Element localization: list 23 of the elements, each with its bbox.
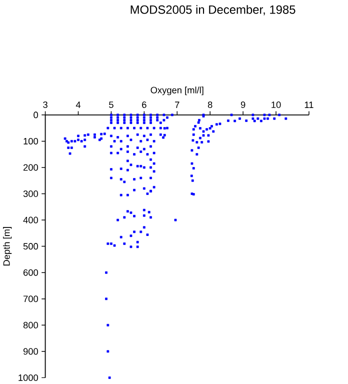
y-tick-label: 700 [23, 296, 38, 302]
x-axis-title: Oxygen [ml/l] [150, 86, 204, 96]
chart-title: MODS2005 in December, 1985 [130, 5, 296, 16]
y-tick-label: 400 [23, 216, 38, 224]
y-tick-label: 500 [23, 243, 38, 250]
x-tick-label: 6 [142, 101, 146, 108]
x-tick-label: 8 [208, 101, 212, 108]
x-tick-label: 11 [304, 102, 314, 108]
x-tick-label: 3 [42, 101, 48, 108]
y-tick-label: 900 [23, 348, 38, 355]
x-tick-label: 5 [108, 102, 114, 108]
y-tick-label: 100 [24, 138, 38, 144]
y-tick-label: 600 [23, 269, 38, 276]
y-tick-label: 300 [23, 190, 38, 197]
x-tick-label: 4 [76, 102, 80, 108]
x-tick-label: 9 [240, 101, 246, 108]
x-tick-label: 10 [271, 101, 281, 108]
y-tick-label: 200 [23, 164, 38, 171]
y-tick-label: 800 [23, 322, 38, 328]
y-axis-title: Depth [m] [2, 227, 12, 266]
y-tick-label: 0 [33, 112, 38, 118]
x-tick-label: 7 [174, 102, 180, 108]
y-tick-label: 1000 [18, 374, 38, 381]
